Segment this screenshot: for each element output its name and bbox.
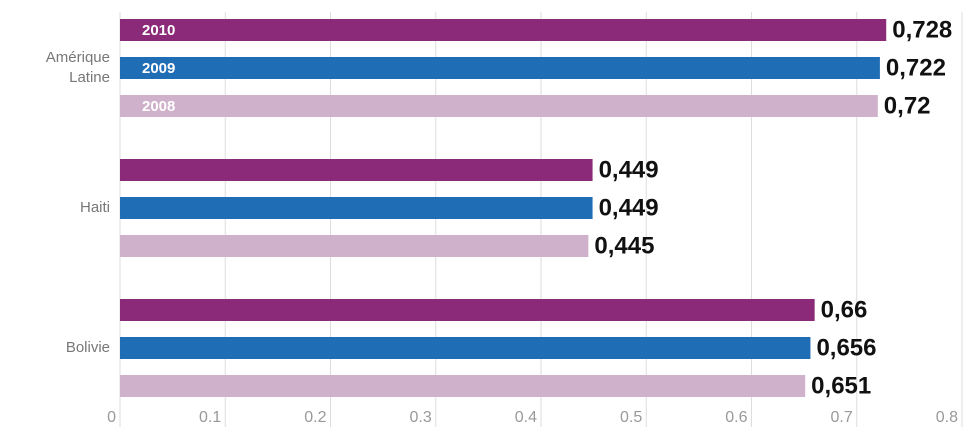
x-tick-label: 0.5 — [620, 409, 642, 426]
bar — [120, 197, 593, 219]
bar — [120, 299, 815, 321]
x-tick-label: 0.4 — [515, 409, 537, 426]
x-tick-label: 0.7 — [831, 409, 853, 426]
category-label: Amérique Latine — [45, 49, 110, 86]
bar — [120, 159, 593, 181]
x-tick-label: 0.6 — [725, 409, 747, 426]
x-tick-label: 0.1 — [199, 409, 221, 426]
value-label: 0,445 — [594, 232, 654, 259]
value-label: 0,66 — [821, 296, 868, 323]
value-label: 0,449 — [599, 194, 659, 221]
bar — [120, 337, 811, 359]
x-tick-label: 0.2 — [304, 409, 326, 426]
x-tick-label: 0.3 — [410, 409, 432, 426]
bar — [120, 95, 878, 117]
legend-label: 2010 — [142, 22, 175, 39]
category-label: Bolivie — [65, 339, 110, 356]
bar — [120, 19, 887, 41]
bar — [120, 57, 880, 79]
value-label: 0,656 — [816, 334, 876, 361]
value-label: 0,728 — [892, 16, 952, 43]
value-label: 0,72 — [884, 92, 931, 119]
value-label: 0,722 — [886, 54, 946, 81]
x-tick-label: 0 — [107, 409, 116, 426]
x-tick-label: 0.8 — [936, 409, 958, 426]
value-label: 0,449 — [599, 156, 659, 183]
legend-label: 2009 — [142, 60, 175, 77]
category-label: Haiti — [79, 199, 110, 216]
value-label: 0,651 — [811, 372, 871, 399]
bar — [120, 235, 589, 257]
bar — [120, 375, 806, 397]
legend-label: 2008 — [142, 98, 175, 115]
